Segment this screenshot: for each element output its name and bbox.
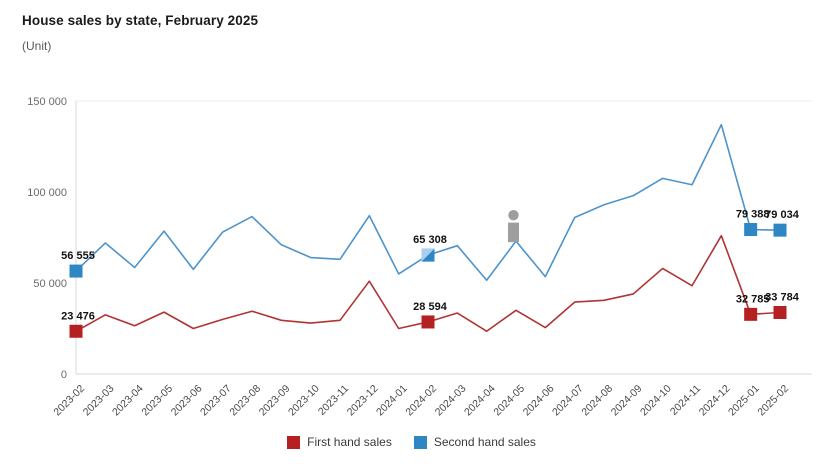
y-tick-label: 50 000 bbox=[33, 278, 67, 290]
x-tick-label: 2024-08 bbox=[579, 383, 615, 419]
x-tick-label: 2024-12 bbox=[697, 383, 733, 419]
data-point-marker-second-hand-sales bbox=[69, 264, 83, 278]
data-point-label: 23 476 bbox=[61, 310, 95, 322]
data-point-marker-second-hand-sales bbox=[773, 223, 787, 237]
data-point-label: 79 388 bbox=[736, 209, 770, 221]
chart-legend: First hand sales Second hand sales bbox=[0, 435, 823, 449]
data-point-label: 65 308 bbox=[413, 234, 447, 246]
data-point-marker-first-hand-sales bbox=[69, 324, 83, 338]
first-hand-sales-swatch-icon bbox=[287, 435, 301, 449]
x-tick-label: 2024-06 bbox=[521, 383, 557, 419]
y-tick-label: 100 000 bbox=[27, 187, 67, 199]
legend-item-second-hand-sales[interactable]: Second hand sales bbox=[413, 435, 536, 449]
x-tick-label: 2024-03 bbox=[433, 383, 469, 419]
legend-item-first-hand-sales[interactable]: First hand sales bbox=[287, 435, 392, 449]
data-point-marker-first-hand-sales bbox=[773, 306, 787, 320]
legend-label: First hand sales bbox=[307, 435, 392, 449]
info-annotation-icon[interactable] bbox=[508, 222, 519, 243]
x-tick-label: 2023-07 bbox=[198, 383, 234, 419]
x-tick-label: 2023-05 bbox=[139, 383, 175, 419]
data-point-marker-first-hand-sales bbox=[744, 307, 758, 321]
x-tick-label: 2024-05 bbox=[491, 383, 527, 419]
x-tick-label: 2023-08 bbox=[227, 383, 263, 419]
chart-title: House sales by state, February 2025 bbox=[22, 13, 259, 28]
x-tick-label: 2025-02 bbox=[755, 383, 791, 419]
x-tick-label: 2023-06 bbox=[169, 383, 205, 419]
selected-marker-highlight bbox=[421, 248, 435, 262]
x-tick-label: 2023-02 bbox=[51, 383, 87, 419]
info-annotation-icon[interactable] bbox=[508, 209, 519, 221]
x-tick-label: 2023-12 bbox=[345, 383, 381, 419]
chart-unit-label: (Unit) bbox=[22, 39, 52, 53]
x-tick-label: 2024-02 bbox=[403, 383, 439, 419]
y-tick-label: 0 bbox=[61, 369, 67, 381]
data-point-label: 28 594 bbox=[413, 301, 448, 313]
data-point-marker-second-hand-sales bbox=[744, 223, 758, 237]
data-point-label: 79 034 bbox=[765, 209, 800, 221]
x-tick-label: 2024-01 bbox=[374, 383, 410, 419]
x-tick-label: 2023-11 bbox=[316, 383, 351, 418]
y-tick-label: 150 000 bbox=[27, 96, 67, 108]
second-hand-sales-swatch-icon bbox=[413, 435, 427, 449]
legend-label: Second hand sales bbox=[433, 435, 536, 449]
data-point-label: 33 784 bbox=[765, 292, 800, 304]
x-tick-label: 2024-07 bbox=[550, 383, 586, 419]
data-point-marker-first-hand-sales bbox=[421, 315, 435, 329]
data-point-label: 32 785 bbox=[736, 293, 770, 305]
x-tick-label: 2024-10 bbox=[638, 383, 674, 419]
x-tick-label: 2023-09 bbox=[257, 383, 293, 419]
x-tick-label: 2025-01 bbox=[726, 383, 762, 419]
data-point-label: 56 555 bbox=[61, 250, 95, 262]
x-tick-label: 2024-04 bbox=[462, 383, 498, 419]
x-tick-label: 2024-09 bbox=[609, 383, 645, 419]
x-tick-label: 2024-11 bbox=[668, 383, 703, 418]
x-tick-label: 2023-03 bbox=[81, 383, 117, 419]
x-tick-label: 2023-04 bbox=[110, 383, 146, 419]
x-tick-label: 2023-10 bbox=[286, 383, 322, 419]
